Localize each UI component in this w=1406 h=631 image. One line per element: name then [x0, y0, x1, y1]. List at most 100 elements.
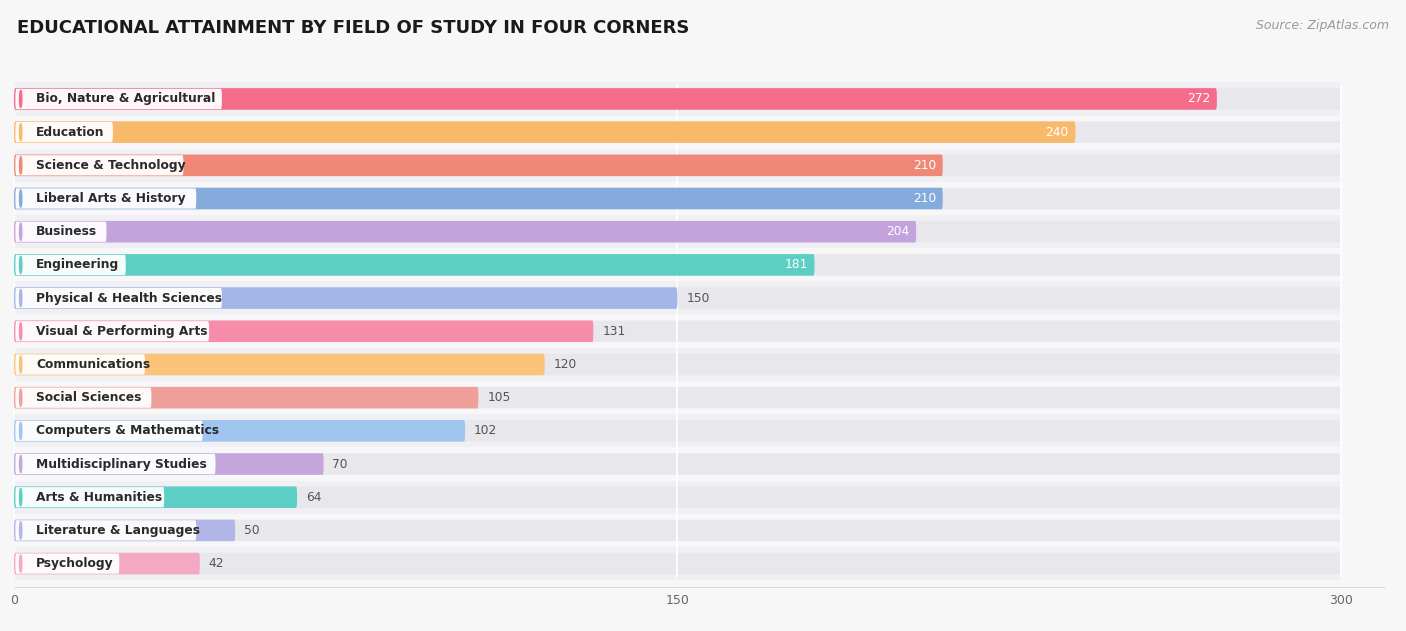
Text: Communications: Communications: [37, 358, 150, 371]
Circle shape: [20, 156, 22, 174]
FancyBboxPatch shape: [14, 414, 1341, 447]
FancyBboxPatch shape: [14, 453, 323, 475]
FancyBboxPatch shape: [14, 249, 1341, 281]
Circle shape: [20, 389, 22, 406]
FancyBboxPatch shape: [15, 122, 112, 142]
Text: Visual & Performing Arts: Visual & Performing Arts: [37, 325, 208, 338]
FancyBboxPatch shape: [14, 287, 678, 309]
Circle shape: [20, 256, 22, 273]
FancyBboxPatch shape: [14, 221, 917, 242]
FancyBboxPatch shape: [14, 188, 942, 209]
Text: 204: 204: [886, 225, 910, 239]
Text: Business: Business: [37, 225, 97, 239]
FancyBboxPatch shape: [14, 420, 1341, 442]
FancyBboxPatch shape: [14, 387, 1341, 408]
Circle shape: [20, 422, 22, 439]
FancyBboxPatch shape: [14, 254, 814, 276]
Text: Social Sciences: Social Sciences: [37, 391, 142, 404]
FancyBboxPatch shape: [14, 321, 593, 342]
FancyBboxPatch shape: [15, 321, 209, 341]
Circle shape: [20, 124, 22, 141]
Text: 210: 210: [912, 192, 936, 205]
Text: Multidisciplinary Studies: Multidisciplinary Studies: [37, 457, 207, 471]
FancyBboxPatch shape: [14, 287, 1341, 309]
FancyBboxPatch shape: [14, 321, 1341, 342]
FancyBboxPatch shape: [14, 420, 465, 442]
Text: Arts & Humanities: Arts & Humanities: [37, 491, 162, 504]
FancyBboxPatch shape: [15, 387, 152, 408]
FancyBboxPatch shape: [14, 221, 1341, 242]
Circle shape: [20, 90, 22, 107]
Text: Source: ZipAtlas.com: Source: ZipAtlas.com: [1256, 19, 1389, 32]
FancyBboxPatch shape: [14, 348, 1341, 381]
Text: Liberal Arts & History: Liberal Arts & History: [37, 192, 186, 205]
FancyBboxPatch shape: [14, 254, 1341, 276]
FancyBboxPatch shape: [14, 519, 235, 541]
FancyBboxPatch shape: [14, 453, 1341, 475]
FancyBboxPatch shape: [15, 89, 222, 109]
FancyBboxPatch shape: [14, 155, 1341, 176]
FancyBboxPatch shape: [14, 381, 1341, 414]
Text: 210: 210: [912, 159, 936, 172]
FancyBboxPatch shape: [14, 215, 1341, 249]
FancyBboxPatch shape: [14, 487, 297, 508]
FancyBboxPatch shape: [14, 354, 1341, 375]
FancyBboxPatch shape: [14, 447, 1341, 481]
FancyBboxPatch shape: [14, 115, 1341, 149]
FancyBboxPatch shape: [15, 487, 165, 507]
FancyBboxPatch shape: [14, 315, 1341, 348]
FancyBboxPatch shape: [14, 487, 1341, 508]
Text: EDUCATIONAL ATTAINMENT BY FIELD OF STUDY IN FOUR CORNERS: EDUCATIONAL ATTAINMENT BY FIELD OF STUDY…: [17, 19, 689, 37]
FancyBboxPatch shape: [14, 182, 1341, 215]
Text: Psychology: Psychology: [37, 557, 114, 570]
FancyBboxPatch shape: [14, 88, 1341, 110]
FancyBboxPatch shape: [15, 553, 120, 574]
FancyBboxPatch shape: [14, 553, 1341, 574]
FancyBboxPatch shape: [15, 255, 125, 275]
FancyBboxPatch shape: [15, 189, 197, 209]
Text: 64: 64: [307, 491, 322, 504]
Text: Bio, Nature & Agricultural: Bio, Nature & Agricultural: [37, 93, 215, 105]
Text: 42: 42: [208, 557, 224, 570]
Circle shape: [20, 223, 22, 240]
Text: Science & Technology: Science & Technology: [37, 159, 186, 172]
Text: 120: 120: [554, 358, 576, 371]
FancyBboxPatch shape: [14, 553, 200, 574]
FancyBboxPatch shape: [15, 355, 145, 375]
Text: Education: Education: [37, 126, 104, 139]
FancyBboxPatch shape: [15, 288, 222, 308]
Circle shape: [20, 190, 22, 207]
Text: 102: 102: [474, 424, 498, 437]
Circle shape: [20, 456, 22, 473]
Text: 240: 240: [1046, 126, 1069, 139]
Text: 181: 181: [785, 259, 808, 271]
FancyBboxPatch shape: [15, 155, 183, 175]
FancyBboxPatch shape: [14, 188, 1341, 209]
Circle shape: [20, 488, 22, 506]
FancyBboxPatch shape: [14, 481, 1341, 514]
Text: 70: 70: [332, 457, 347, 471]
Text: 272: 272: [1187, 93, 1211, 105]
Text: Physical & Health Sciences: Physical & Health Sciences: [37, 292, 222, 305]
FancyBboxPatch shape: [15, 221, 107, 242]
FancyBboxPatch shape: [14, 88, 1216, 110]
Text: 50: 50: [245, 524, 260, 537]
FancyBboxPatch shape: [14, 387, 478, 408]
FancyBboxPatch shape: [14, 354, 544, 375]
Circle shape: [20, 322, 22, 340]
Text: 150: 150: [686, 292, 710, 305]
FancyBboxPatch shape: [14, 547, 1341, 580]
FancyBboxPatch shape: [14, 83, 1341, 115]
Text: 131: 131: [602, 325, 626, 338]
FancyBboxPatch shape: [15, 421, 202, 441]
Text: Literature & Languages: Literature & Languages: [37, 524, 200, 537]
Circle shape: [20, 290, 22, 307]
FancyBboxPatch shape: [15, 454, 215, 474]
FancyBboxPatch shape: [14, 514, 1341, 547]
FancyBboxPatch shape: [14, 121, 1341, 143]
FancyBboxPatch shape: [14, 281, 1341, 315]
Text: Engineering: Engineering: [37, 259, 120, 271]
FancyBboxPatch shape: [14, 519, 1341, 541]
FancyBboxPatch shape: [14, 149, 1341, 182]
Text: 105: 105: [488, 391, 510, 404]
